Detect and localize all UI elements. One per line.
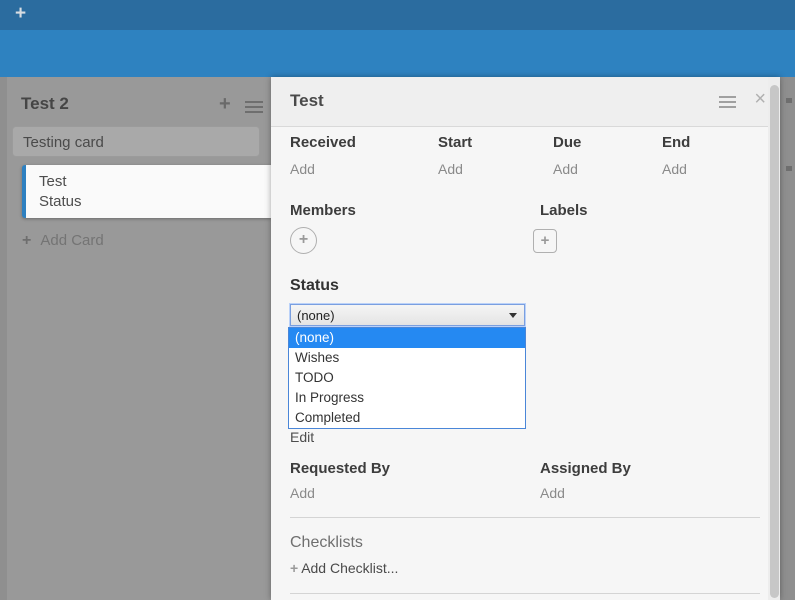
add-start-link[interactable]: Add — [438, 161, 463, 177]
requested-by-label: Requested By — [290, 460, 391, 477]
field-start: Start Add — [438, 134, 472, 177]
assigned-by-label: Assigned By — [540, 460, 631, 477]
field-end: End Add — [662, 134, 690, 177]
status-option[interactable]: TODO — [295, 370, 334, 385]
field-due: Due Add — [553, 134, 581, 177]
field-received: Received Add — [290, 134, 356, 177]
scrollbar-track — [768, 77, 780, 600]
scrollbar-thumb[interactable] — [770, 85, 779, 598]
add-end-link[interactable]: Add — [662, 161, 687, 177]
card-subtitle: Status — [39, 193, 82, 210]
card-detail-header: Test × — [271, 77, 780, 127]
list-test2: Test 2 + Testing card Test Status + Add C… — [7, 77, 271, 600]
hamburger-icon[interactable] — [719, 96, 736, 108]
plus-icon: + — [290, 560, 299, 576]
field-label: Start — [438, 134, 473, 151]
board-header-bar — [0, 30, 795, 77]
status-option[interactable]: Completed — [295, 410, 361, 425]
caret-down-icon — [509, 313, 517, 318]
list-title: Test 2 — [21, 94, 69, 113]
add-requested-by-link[interactable]: Add — [290, 485, 315, 501]
list-menu-icon[interactable] — [245, 101, 263, 113]
add-board-icon[interactable]: + — [15, 3, 27, 24]
status-select[interactable]: (none) — [290, 304, 525, 326]
status-option[interactable]: In Progress — [295, 390, 365, 405]
status-option[interactable]: (none) — [289, 328, 525, 348]
card-detail-panel: Test × Received Add Start Add Due Add En… — [271, 77, 780, 600]
status-dropdown-list: (none) Wishes TODO In Progress Completed — [288, 327, 526, 429]
field-label: End — [662, 134, 691, 151]
add-checklist-link[interactable]: + Add Checklist... — [290, 560, 398, 576]
field-label: Due — [553, 134, 582, 151]
plus-icon: + — [22, 232, 32, 249]
status-label: Status — [290, 277, 339, 294]
field-label: Received — [290, 134, 356, 151]
next-list-peek-icon — [786, 166, 792, 171]
divider — [290, 517, 760, 518]
add-checklist-label: Add Checklist... — [301, 560, 399, 576]
add-due-link[interactable]: Add — [553, 161, 578, 177]
divider — [290, 593, 760, 594]
status-selected-value: (none) — [297, 308, 335, 323]
card-title: Test — [39, 173, 67, 190]
list-add-card-icon[interactable]: + — [219, 93, 231, 115]
members-label: Members — [290, 202, 356, 219]
add-label-button[interactable]: + — [533, 229, 557, 253]
add-received-link[interactable]: Add — [290, 161, 315, 177]
top-navbar: + — [0, 0, 795, 30]
card-testing-card[interactable]: Testing card — [12, 126, 260, 157]
card-selected[interactable]: Test Status — [22, 165, 271, 218]
labels-label: Labels — [540, 202, 588, 219]
add-member-button[interactable]: + — [290, 227, 317, 254]
edit-link[interactable]: Edit — [290, 429, 315, 445]
add-card-label: Add Card — [40, 232, 104, 249]
add-assigned-by-link[interactable]: Add — [540, 485, 565, 501]
card-detail-title: Test — [290, 91, 324, 110]
checklists-label: Checklists — [290, 534, 363, 551]
add-card-button[interactable]: + Add Card — [22, 232, 104, 250]
close-icon[interactable]: × — [754, 88, 766, 110]
status-option[interactable]: Wishes — [295, 350, 340, 365]
next-list-peek-icon — [786, 98, 792, 103]
